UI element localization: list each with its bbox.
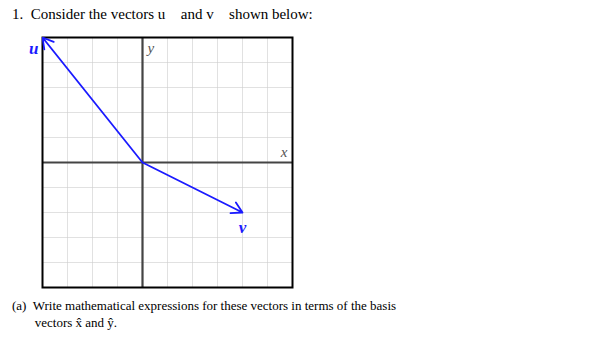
svg-text:u: u <box>29 39 38 58</box>
svg-text:y: y <box>146 40 155 56</box>
html-text:(a) Write mathematical express: (a) Write mathematical expressions for t… <box>12 298 397 313</box>
html-text:1. Consider the vectors u⃗ and: 1. Consider the vectors u⃗ and v⃗ shown … <box>12 6 313 22</box>
html-text:vectors x̂ and ŷ.: vectors x̂ and ŷ. <box>12 315 118 330</box>
svg-text:v: v <box>239 218 247 237</box>
svg-text:x: x <box>280 144 288 160</box>
